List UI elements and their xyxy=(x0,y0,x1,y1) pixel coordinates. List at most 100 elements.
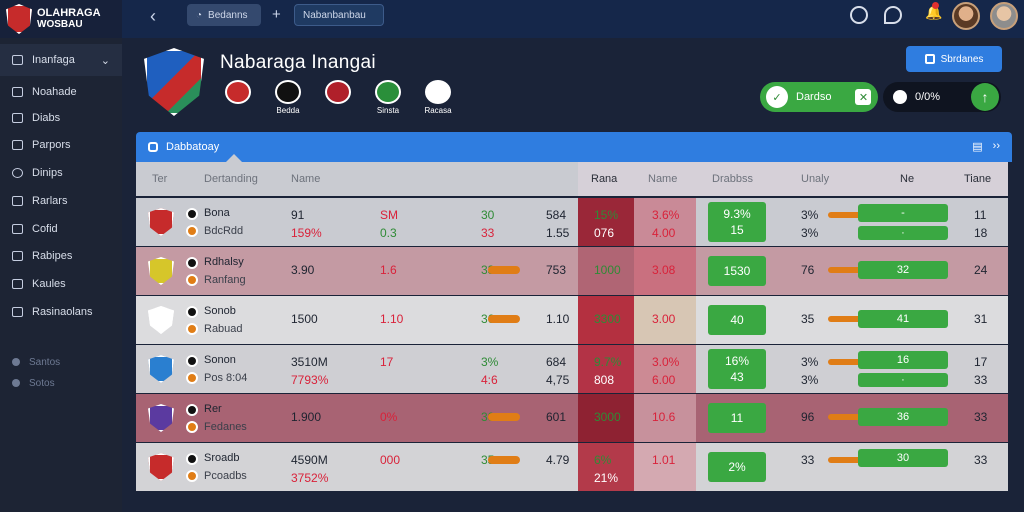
sidebar-item-9[interactable]: Rasinaolans xyxy=(0,302,122,322)
back-arrow-icon[interactable]: ‹ xyxy=(150,6,156,26)
avatar[interactable] xyxy=(952,2,980,30)
value-pill[interactable]: 41 xyxy=(858,310,948,328)
club-label: Bedda xyxy=(276,106,300,115)
topbar-search-text: Nabanbanbau xyxy=(303,9,366,21)
team-name[interactable]: Bona xyxy=(204,207,230,219)
team-name[interactable]: Sonon xyxy=(204,354,236,366)
brand[interactable]: OLAHRAGA WOSBAU xyxy=(0,0,122,38)
cell-value: 3752% xyxy=(291,471,329,485)
form-icon xyxy=(186,421,198,433)
form-icon xyxy=(186,323,198,335)
topbar-tab[interactable]: ◔ Bedanns xyxy=(187,4,261,26)
sidebar: Inanfaga ⌄ Noahade Diabs Parpors Dinips R… xyxy=(0,38,122,512)
sidebar-item-2[interactable]: Diabs xyxy=(0,108,122,128)
sidebar-item-8[interactable]: Kaules xyxy=(0,274,122,294)
sidebar-item-1[interactable]: Noahade xyxy=(0,82,122,102)
table-row[interactable]: SonobRabuad15001.10361.1033003.004035413… xyxy=(136,296,1008,344)
cell-value: 3% xyxy=(801,226,819,240)
bell-icon[interactable]: 🔔 xyxy=(925,4,943,20)
cell-value: 3.08 xyxy=(652,263,676,277)
cell-value: 96 xyxy=(801,410,815,424)
score-box[interactable]: 40 xyxy=(708,305,766,335)
primary-button[interactable]: Sbrdanes xyxy=(906,46,1002,72)
sidebar-item-label: Rasinaolans xyxy=(32,306,93,318)
sidebar-dropdown[interactable]: Inanfaga ⌄ xyxy=(0,44,122,76)
score-box[interactable]: 16% 43 xyxy=(708,349,766,389)
cell-value: 1.6 xyxy=(380,263,397,277)
column-header[interactable]: Drabbss xyxy=(712,173,753,185)
arrow-up-icon[interactable]: ↑ xyxy=(971,83,999,111)
value-pill[interactable]: 16 xyxy=(858,351,948,369)
cell-value: 10.6 xyxy=(652,410,676,424)
status-pill-label: Dardso xyxy=(796,91,832,103)
team-name[interactable]: Sonob xyxy=(204,305,236,317)
value-pill[interactable]: 36 xyxy=(858,408,948,426)
column-header[interactable]: Ne xyxy=(900,173,915,185)
table-row[interactable]: SroadbPcoadbs4590M3752%000354.796%21%1.0… xyxy=(136,443,1008,491)
sidebar-item-3[interactable]: Parpors xyxy=(0,135,122,155)
sidebar-secondary-label: Santos xyxy=(29,356,61,368)
club-badge-5[interactable]: Racasa xyxy=(422,80,454,115)
team-crest-icon xyxy=(148,453,174,481)
value-pill[interactable]: 30 xyxy=(858,449,948,467)
table-row[interactable]: RdhalsyRanfang3.901.63375310003.08153076… xyxy=(136,247,1008,295)
club-label: Sinsta xyxy=(376,106,400,115)
column-header[interactable]: Name xyxy=(291,173,321,185)
column-header[interactable]: Tiane xyxy=(964,173,992,185)
record-icon xyxy=(893,90,907,104)
club-badge-3[interactable] xyxy=(322,80,354,115)
notification-dot xyxy=(932,2,939,9)
sidebar-secondary-1[interactable]: Santos xyxy=(0,354,122,370)
table-row[interactable]: Sonon Pos 8:04 3510M 7793% 17 3% 4:6 684 4,75 9.7… xyxy=(136,345,1008,393)
score-box[interactable]: 1530 xyxy=(708,256,766,286)
status-pill-green[interactable]: ✓ Dardso ✕ xyxy=(760,82,878,112)
table-row[interactable]: Bona BdcRdd 91 159% SM 0.3 30 33 584 1.55 15% 076 3.… xyxy=(136,198,1008,246)
team-name[interactable]: Sroadb xyxy=(204,452,240,464)
value-pill[interactable]: - xyxy=(858,204,948,222)
settings-icon xyxy=(12,358,20,366)
score-box[interactable]: 9.3% 15 xyxy=(708,202,766,242)
club-badge-4[interactable]: Sinsta xyxy=(372,80,404,115)
check-icon: ✓ xyxy=(766,86,788,108)
close-icon[interactable]: ✕ xyxy=(855,89,872,105)
menu-icon xyxy=(12,55,23,65)
status-pill-value: 0/0% xyxy=(915,91,941,103)
sidebar-item-6[interactable]: Cofid xyxy=(0,219,122,239)
score-value: 40 xyxy=(730,313,744,327)
cell-value: 33 xyxy=(974,453,988,467)
column-header[interactable]: Name xyxy=(648,173,678,185)
clock-icon[interactable] xyxy=(850,6,868,24)
cell-value: 15% xyxy=(594,208,619,222)
team-name[interactable]: Rer xyxy=(204,403,222,415)
score-box[interactable]: 11 xyxy=(708,403,766,433)
column-header[interactable]: Rana xyxy=(591,173,618,185)
column-header[interactable]: Dertanding xyxy=(204,173,258,185)
sidebar-item-4[interactable]: Dinips xyxy=(0,163,122,183)
cell-value: 601 xyxy=(546,410,567,424)
form-icon xyxy=(186,225,198,237)
add-icon[interactable]: + xyxy=(272,6,281,23)
status-pill-dark[interactable]: 0/0% ↑ xyxy=(883,82,1001,112)
club-badge-2[interactable]: Bedda xyxy=(272,80,304,115)
score-box[interactable]: 2% xyxy=(708,452,766,482)
column-header[interactable]: Ter xyxy=(152,173,168,185)
message-icon[interactable] xyxy=(884,6,902,24)
value-pill[interactable]: · xyxy=(858,226,948,240)
cell-value: 3.6% xyxy=(652,208,680,222)
sidebar-item-7[interactable]: Rabipes xyxy=(0,246,122,266)
team-name[interactable]: Rdhalsy xyxy=(204,256,244,268)
avatar-secondary[interactable] xyxy=(990,2,1018,30)
expand-icon[interactable]: ›› xyxy=(992,140,1000,152)
topbar-search[interactable]: Nabanbanbau xyxy=(294,4,384,26)
sidebar-item-5[interactable]: Rarlars xyxy=(0,191,122,211)
value-pill[interactable]: · xyxy=(858,373,948,387)
cell-value: 9.7% xyxy=(594,355,622,369)
sidebar-item-label: Rabipes xyxy=(32,250,73,262)
form-icon xyxy=(186,274,198,286)
sidebar-secondary-2[interactable]: Sotos xyxy=(0,375,122,391)
column-header[interactable]: Unaly xyxy=(801,173,830,185)
grid-view-icon[interactable]: ▤ xyxy=(972,141,983,153)
value-pill[interactable]: 32 xyxy=(858,261,948,279)
club-badge-1[interactable] xyxy=(222,80,254,115)
